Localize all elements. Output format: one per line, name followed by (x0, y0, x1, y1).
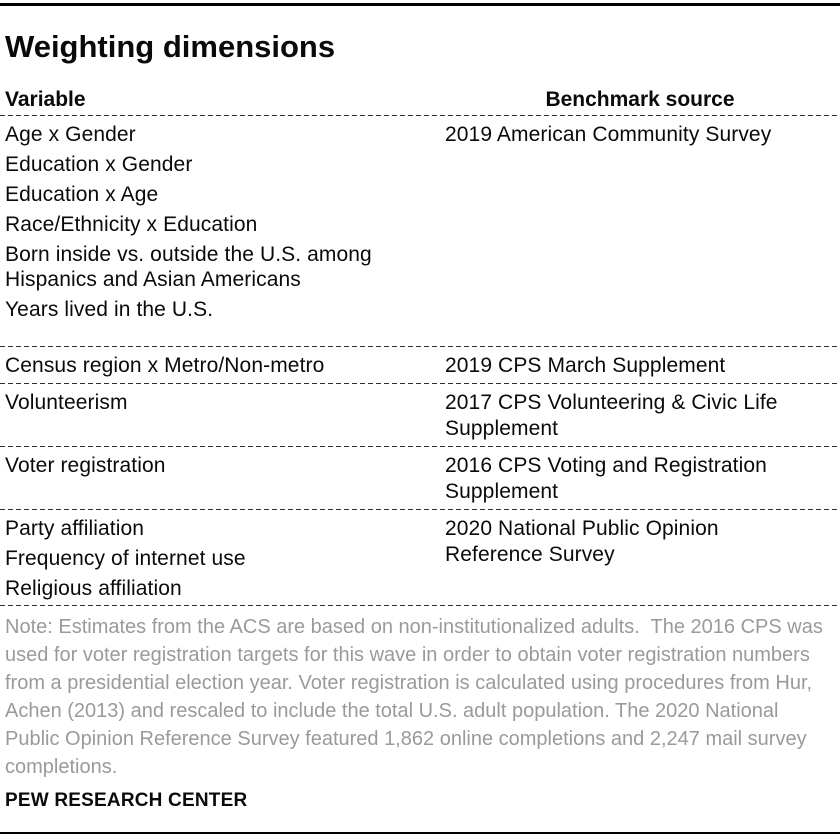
table-row: Party affiliation Frequency of internet u… (0, 510, 840, 605)
variable-item: Voter registration (5, 454, 166, 477)
row-divider (0, 446, 840, 447)
variable-item: Education x Gender (5, 153, 193, 176)
variable-item: Years lived in the U.S. (5, 298, 214, 321)
source-cell-text: 2020 National Public Opinion Reference S… (445, 517, 719, 566)
row-divider (0, 509, 840, 510)
variable-cell: Census region x Metro/Non-metro (0, 353, 440, 379)
source-cell: 2017 CPS Volunteering & Civic Life Suppl… (440, 390, 840, 442)
variable-item: Born inside vs. outside the U.S. among H… (5, 243, 372, 291)
source-cell: 2020 National Public Opinion Reference S… (440, 516, 840, 601)
variable-item: Party affiliation (5, 517, 145, 540)
table-row: Census region x Metro/Non-metro 2019 CPS… (0, 347, 840, 383)
table-body: Age x Gender Education x Gender Education … (0, 116, 840, 606)
source-cell: 2019 CPS March Supplement (440, 353, 840, 379)
source-cell-text: 2017 CPS Volunteering & Civic Life Suppl… (445, 391, 778, 440)
table-row: Volunteerism 2017 CPS Volunteering & Civ… (0, 384, 840, 446)
variable-item: Race/Ethnicity x Education (5, 213, 258, 236)
variable-item: Religious affiliation (5, 577, 182, 600)
source-cell-text: 2019 CPS March Supplement (445, 354, 726, 377)
source-cell-text: 2019 American Community Survey (445, 123, 772, 146)
variable-cell: Party affiliation Frequency of internet u… (0, 516, 440, 601)
header-divider (0, 115, 840, 116)
variable-item: Census region x Metro/Non-metro (5, 354, 325, 377)
table-row: Voter registration 2016 CPS Voting and R… (0, 447, 840, 509)
table-header-row: Variable Benchmark source (0, 88, 840, 115)
source-cell: 2016 CPS Voting and Registration Supplem… (440, 453, 840, 505)
table-note: Note: Estimates from the ACS are based o… (5, 616, 829, 778)
row-divider (0, 346, 840, 347)
column-header-variable: Variable (5, 88, 86, 111)
row-divider (0, 383, 840, 384)
bottom-rule (0, 832, 840, 834)
row-divider (0, 605, 840, 606)
variable-cell: Age x Gender Education x Gender Education … (0, 122, 440, 322)
source-cell: 2019 American Community Survey (440, 122, 840, 322)
variable-cell: Volunteerism (0, 390, 440, 442)
source-cell-text: 2016 CPS Voting and Registration Supplem… (445, 454, 767, 503)
column-header-benchmark-source: Benchmark source (545, 88, 735, 111)
table-row: Age x Gender Education x Gender Education … (0, 116, 840, 346)
variable-item: Education x Age (5, 183, 159, 206)
page-title: Weighting dimensions (5, 29, 336, 64)
top-rule (0, 3, 840, 6)
variable-item: Age x Gender (5, 123, 136, 146)
variable-item: Volunteerism (5, 391, 128, 414)
variable-item: Frequency of internet use (5, 547, 246, 570)
variable-cell: Voter registration (0, 453, 440, 505)
footer-brand: PEW RESEARCH CENTER (5, 790, 248, 811)
